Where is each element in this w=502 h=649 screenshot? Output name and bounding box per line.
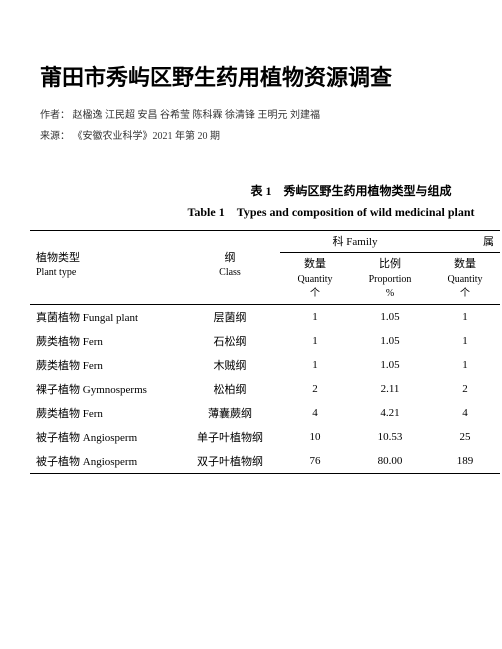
cell-class: 松柏纲	[180, 377, 280, 401]
table-row: 蕨类植物 Fern木贼纲11.051	[30, 353, 500, 377]
cell-gqty: 1	[430, 305, 500, 330]
authors-names: 赵楹逸 江民超 安昌 谷希莹 陈科霖 徐清锋 王明元 刘建福	[73, 110, 321, 121]
col-family-qty: 数量 Quantity 个	[280, 253, 350, 305]
cell-fprop: 1.05	[350, 329, 430, 353]
table-caption-zh: 表 1 秀屿区野生药用植物类型与组成	[40, 182, 502, 199]
cell-fprop: 10.53	[350, 425, 430, 449]
col-genus-group: 属	[430, 231, 500, 253]
cell-gqty: 2	[430, 377, 500, 401]
cell-fprop: 2.11	[350, 377, 430, 401]
cell-type: 被子植物 Angiosperm	[30, 449, 180, 474]
table-row: 蕨类植物 Fern薄囊蕨纲44.214	[30, 401, 500, 425]
cell-class: 石松纲	[180, 329, 280, 353]
cell-fqty: 1	[280, 353, 350, 377]
cell-gqty: 189	[430, 449, 500, 474]
cell-type: 真菌植物 Fungal plant	[30, 305, 180, 330]
cell-class: 单子叶植物纲	[180, 425, 280, 449]
table-row: 被子植物 Angiosperm单子叶植物纲1010.5325	[30, 425, 500, 449]
cell-type: 被子植物 Angiosperm	[30, 425, 180, 449]
cell-fqty: 10	[280, 425, 350, 449]
source-line: 来源： 《安徽农业科学》2021 年第 20 期	[40, 127, 502, 142]
cell-fqty: 76	[280, 449, 350, 474]
table-body: 真菌植物 Fungal plant层菌纲11.051蕨类植物 Fern石松纲11…	[30, 305, 500, 474]
table-row: 被子植物 Angiosperm双子叶植物纲7680.00189	[30, 449, 500, 474]
cell-fqty: 1	[280, 305, 350, 330]
cell-fqty: 1	[280, 329, 350, 353]
col-family-prop: 比例 Proportion %	[350, 253, 430, 305]
cell-fprop: 4.21	[350, 401, 430, 425]
col-plant-type: 植物类型 Plant type	[30, 231, 180, 305]
authors-label: 作者：	[40, 110, 70, 121]
cell-fprop: 1.05	[350, 305, 430, 330]
data-table: 植物类型 Plant type 纲 Class 科 Family 属 数量 Qu…	[30, 230, 500, 474]
cell-class: 层菌纲	[180, 305, 280, 330]
col-family-group: 科 Family	[280, 231, 430, 253]
cell-gqty: 1	[430, 353, 500, 377]
cell-class: 双子叶植物纲	[180, 449, 280, 474]
authors-line: 作者： 赵楹逸 江民超 安昌 谷希莹 陈科霖 徐清锋 王明元 刘建福	[40, 106, 502, 121]
cell-fprop: 1.05	[350, 353, 430, 377]
col-class: 纲 Class	[180, 231, 280, 305]
source-text: 《安徽农业科学》2021 年第 20 期	[73, 131, 221, 142]
cell-fprop: 80.00	[350, 449, 430, 474]
cell-gqty: 4	[430, 401, 500, 425]
table-row: 裸子植物 Gymnosperms松柏纲22.112	[30, 377, 500, 401]
cell-type: 裸子植物 Gymnosperms	[30, 377, 180, 401]
source-label: 来源：	[40, 131, 70, 142]
cell-fqty: 4	[280, 401, 350, 425]
cell-class: 木贼纲	[180, 353, 280, 377]
cell-type: 蕨类植物 Fern	[30, 329, 180, 353]
page-title: 莆田市秀屿区野生药用植物资源调查	[40, 60, 502, 92]
cell-class: 薄囊蕨纲	[180, 401, 280, 425]
table-caption-en: Table 1 Types and composition of wild me…	[40, 203, 502, 220]
table-row: 真菌植物 Fungal plant层菌纲11.051	[30, 305, 500, 330]
col-genus-qty: 数量 Quantity 个	[430, 253, 500, 305]
cell-type: 蕨类植物 Fern	[30, 401, 180, 425]
cell-gqty: 25	[430, 425, 500, 449]
table-row: 蕨类植物 Fern石松纲11.051	[30, 329, 500, 353]
cell-type: 蕨类植物 Fern	[30, 353, 180, 377]
cell-gqty: 1	[430, 329, 500, 353]
cell-fqty: 2	[280, 377, 350, 401]
